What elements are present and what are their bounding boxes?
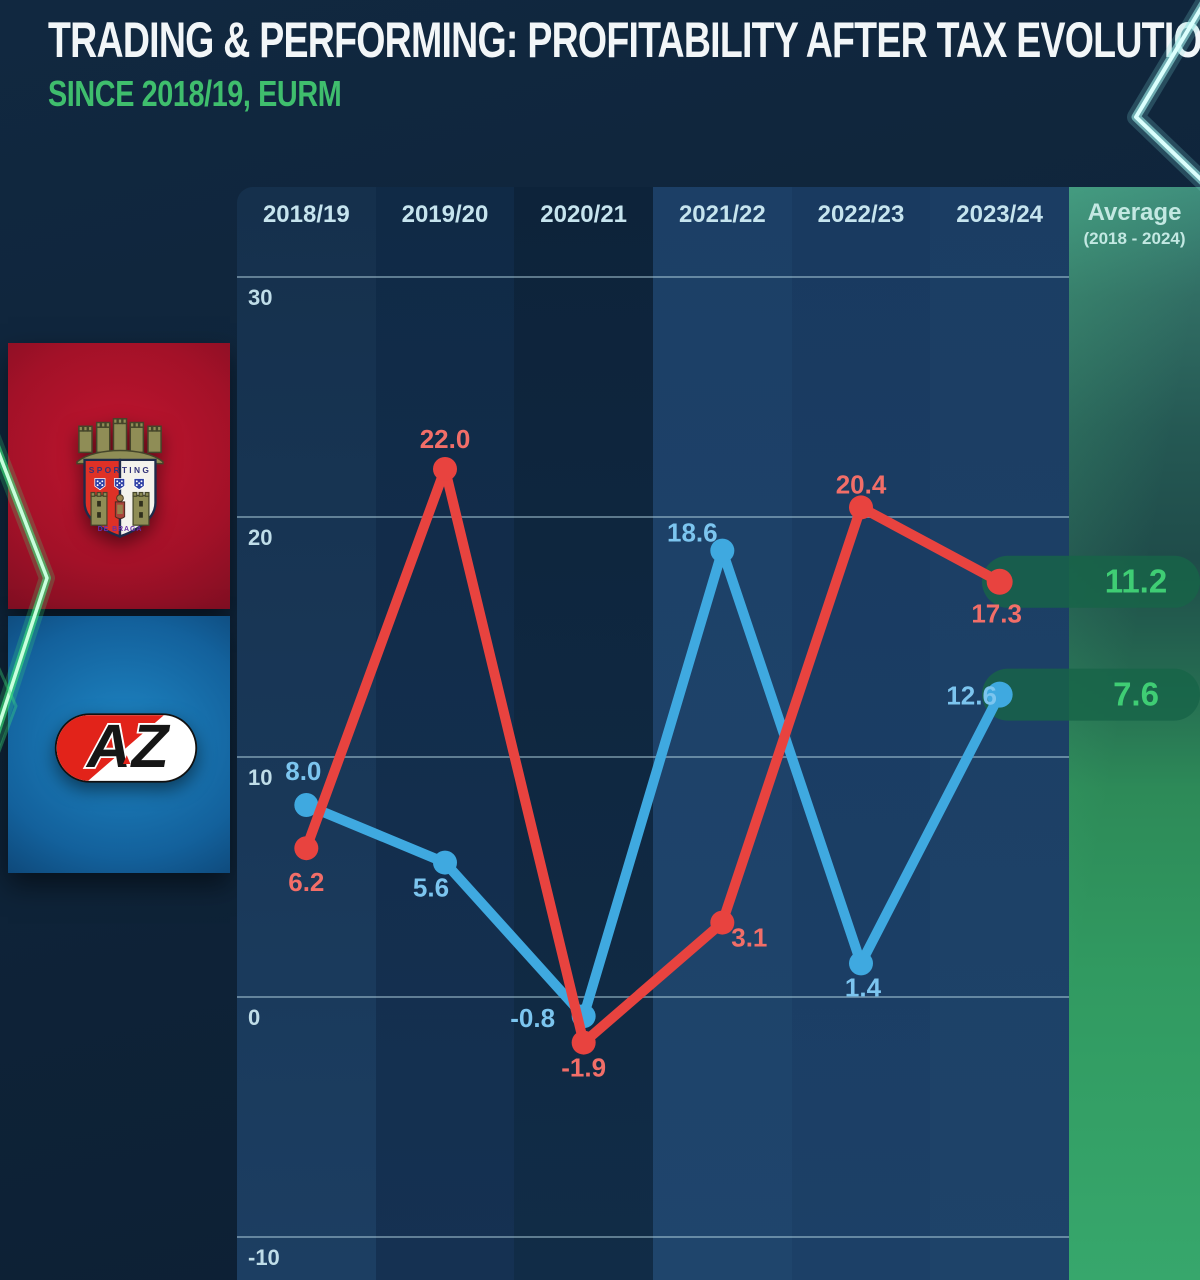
- gridline-10: [237, 756, 1069, 758]
- sc-braga-point-2018-19: [294, 836, 319, 861]
- average-column: Average (2018 - 2024): [1069, 187, 1200, 1280]
- average-header-sublabel: (2018 - 2024): [1083, 229, 1186, 248]
- header: TRADING & PERFORMING: PROFITABILITY AFTE…: [48, 14, 1200, 115]
- gridline-20: [237, 516, 1069, 518]
- az-alkmaar-value-label-2020-21: -0.8: [510, 1003, 555, 1033]
- column-stripe-2023-24: [930, 187, 1069, 1280]
- sc-braga-point-2021-22: [710, 910, 735, 935]
- az-alkmaar-point-2021-22: [710, 538, 735, 563]
- column-stripe-2022-23: [791, 187, 932, 1280]
- az-alkmaar-line: [301, 545, 1005, 1022]
- sc-braga-point-2022-23: [848, 495, 873, 520]
- az-alkmaar-point-2022-23: [848, 951, 873, 976]
- sc-braga-line: [301, 464, 1005, 1048]
- sc-braga-point-2019-20: [432, 457, 457, 481]
- az-alkmaar-average-value: 7.6: [1113, 675, 1159, 712]
- season-header-2019-20: 2019/20: [401, 201, 489, 228]
- season-header-2020-21: 2020/21: [540, 201, 628, 228]
- sc-braga-value-label-2018-19: 6.2: [288, 867, 324, 897]
- svg-text:SPORTING: SPORTING: [89, 465, 151, 475]
- braga-panel: SPORTING: [8, 343, 230, 609]
- season-header-2021-22: 2021/22: [678, 201, 766, 228]
- column-stripe-2021-22: [653, 187, 793, 1280]
- az-alkmaar-point-2019-20: [432, 850, 457, 875]
- average-pill-sc-braga: [982, 555, 1200, 608]
- sc-braga-value-label-2019-20: 22.0: [420, 424, 471, 454]
- page-subtitle: SINCE 2018/19, EURM: [48, 72, 342, 114]
- y-tick-label-30: 30: [248, 285, 273, 310]
- season-header-2023-24: 2023/24: [956, 201, 1044, 228]
- y-tick-label-10: 10: [248, 765, 273, 790]
- sc-braga-average-value: 11.2: [1105, 563, 1167, 600]
- sc-braga-value-label-2021-22: 3.1: [731, 922, 767, 952]
- average-header: Average (2018 - 2024): [1069, 187, 1200, 249]
- az-alkmaar-value-label-2021-22: 18.6: [667, 517, 718, 547]
- season-header-2018-19: 2018/19: [262, 201, 350, 228]
- average-header-label: Average: [1087, 199, 1182, 226]
- average-pill-az-alkmaar: [982, 668, 1200, 721]
- az-alkmaar-value-label-2022-23: 1.4: [845, 972, 882, 1002]
- column-stripe-2020-21: [514, 187, 654, 1280]
- svg-text:AZ: AZ: [82, 712, 176, 780]
- az-alkmaar-value-label-2019-20: 5.6: [413, 872, 449, 902]
- page-title: TRADING & PERFORMING: PROFITABILITY AFTE…: [48, 12, 1200, 68]
- column-stripe-2019-20: [375, 187, 516, 1280]
- gridline--10: [237, 1236, 1069, 1238]
- az-alkmaar-point-2023-24: [986, 681, 1013, 708]
- az-alkmaar-value-label-2018-19: 8.0: [285, 756, 321, 786]
- y-tick-label--10: -10: [248, 1245, 280, 1270]
- az-logo-icon: AZ: [54, 711, 198, 783]
- gridline-0: [237, 996, 1069, 998]
- sc-braga-value-label-2022-23: 20.4: [836, 469, 887, 499]
- az-alkmaar-point-2018-19: [294, 793, 319, 817]
- az-panel: AZ: [8, 616, 230, 873]
- braga-crest-icon: SPORTING: [76, 418, 164, 538]
- season-header-2022-23: 2022/23: [817, 201, 905, 228]
- y-tick-label-0: 0: [248, 1005, 261, 1030]
- sc-braga-point-2023-24: [986, 568, 1013, 595]
- svg-text:DE BRAGA: DE BRAGA: [98, 526, 143, 533]
- chart-svg: 8.0 5.6 -0.8 18.6 1.4 12.6 6.2 22.0 -1.9 3.1 20.4 1…: [285, 424, 1200, 1082]
- sc-braga-point-2020-21: [571, 1030, 596, 1055]
- y-tick-label-20: 20: [248, 525, 273, 550]
- az-alkmaar-value-label-2023-24: 12.6: [946, 680, 997, 710]
- chart-background: 2018/19 2019/20 2020/21 2021/22 2022/23 2023/…: [237, 187, 1069, 1280]
- sc-braga-value-label-2020-21: -1.9: [561, 1052, 606, 1082]
- sc-braga-value-label-2023-24: 17.3: [971, 599, 1022, 629]
- gridline-30: [237, 276, 1069, 278]
